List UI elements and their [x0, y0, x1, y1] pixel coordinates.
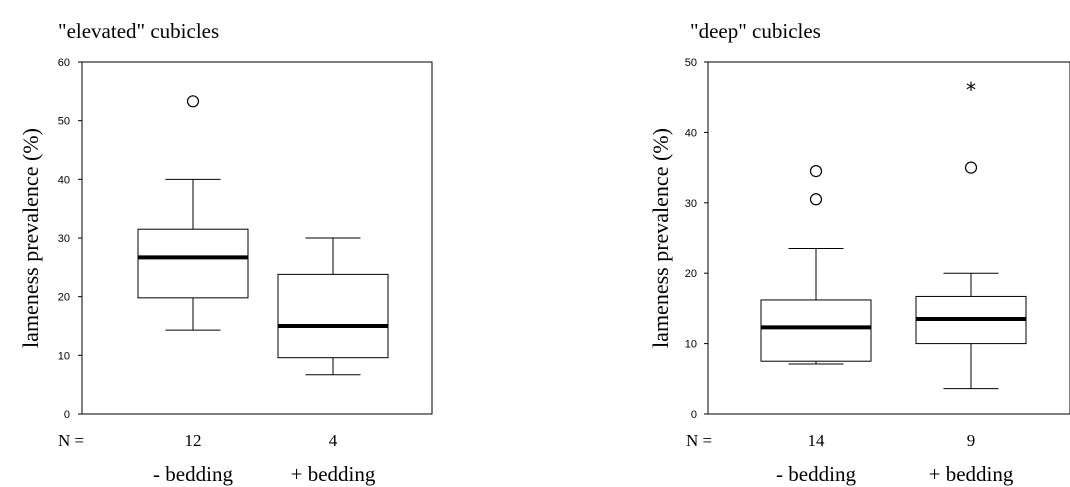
box-1 [137, 95, 249, 331]
plot-frame [81, 61, 433, 415]
n-value: 9 [967, 431, 976, 450]
category-label: + bedding [291, 462, 376, 486]
chart-title: "elevated" cubicles [58, 19, 219, 43]
y-tick-label: 30 [58, 233, 70, 245]
y-tick-label: 0 [691, 409, 697, 421]
category-label: + bedding [929, 462, 1014, 486]
y-axis-label: lameness prevalence (%) [18, 128, 43, 348]
n-value: 12 [185, 431, 202, 450]
y-tick-label: 40 [685, 127, 697, 139]
y-tick-label: 20 [685, 268, 697, 280]
y-tick-label: 40 [58, 174, 70, 186]
outlier-point [809, 165, 823, 178]
y-tick-label: 60 [58, 57, 70, 69]
category-label: - bedding [776, 462, 856, 486]
box-iqr [137, 228, 249, 299]
y-tick-label: 20 [58, 292, 70, 304]
box-2: * [915, 78, 1027, 390]
outlier-point [964, 161, 978, 174]
plot-frame [707, 61, 1070, 415]
box-iqr [760, 299, 872, 362]
y-tick-label: 10 [685, 339, 697, 351]
y-tick-label: 50 [58, 116, 70, 128]
outlier-point [809, 193, 823, 206]
y-axis-label: lameness prevalence (%) [648, 128, 673, 348]
n-value: 14 [808, 431, 826, 450]
extreme-point: * [966, 78, 976, 102]
n-label: N = [58, 431, 84, 450]
y-tick-label: 30 [685, 198, 697, 210]
category-label: - bedding [153, 462, 233, 486]
box-2 [277, 237, 389, 376]
box-1 [760, 165, 872, 365]
outlier-point [186, 95, 200, 108]
chart-panel-2: "deep" cubicles lameness prevalence (%) 0 1… [648, 19, 1070, 486]
y-tick-label: 10 [58, 350, 70, 362]
y-tick-label: 0 [64, 409, 70, 421]
n-value: 4 [329, 431, 338, 450]
chart-title: "deep" cubicles [690, 19, 821, 43]
n-label: N = [686, 431, 712, 450]
y-tick-label: 50 [685, 57, 697, 69]
box-iqr [277, 273, 389, 359]
chart-panel-1: "elevated" cubicles lameness prevalence (… [18, 19, 433, 486]
